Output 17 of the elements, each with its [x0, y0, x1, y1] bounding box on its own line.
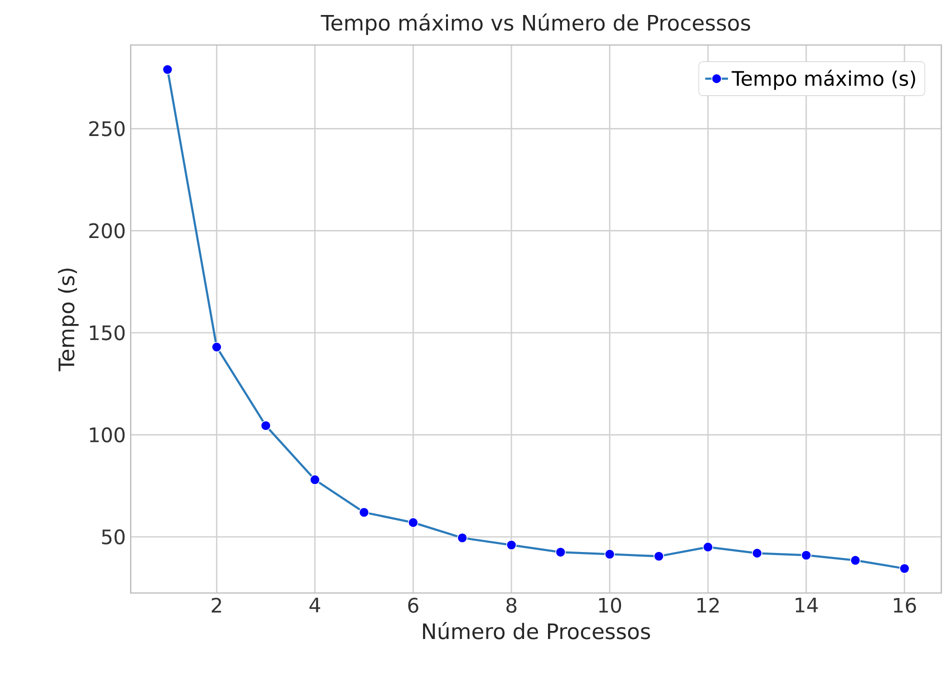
x-tick-label: 8	[506, 598, 516, 613]
x-tick-label: 10	[599, 598, 622, 613]
x-tick-label: 2	[212, 598, 222, 613]
x-tick-label: 14	[796, 598, 818, 612]
x-tick-label: 16	[894, 598, 916, 613]
x-axis-title: Número de Processos	[423, 622, 650, 640]
x-tick-label: 12	[697, 598, 719, 613]
y-tick-label: 200	[89, 223, 125, 238]
x-tick-label: 4	[310, 598, 320, 612]
chart-title: Tempo máximo vs Número de Processos	[320, 13, 750, 35]
y-tick-label: 150	[90, 325, 125, 340]
y-axis-title: Tempo (s)	[58, 268, 79, 372]
x-tick-label: 6	[408, 598, 418, 613]
legend-label: Tempo máximo (s)	[732, 70, 916, 90]
y-tick-label: 100	[90, 427, 125, 442]
y-tick-label: 250	[89, 121, 125, 136]
y-tick-label: 50	[102, 529, 125, 544]
